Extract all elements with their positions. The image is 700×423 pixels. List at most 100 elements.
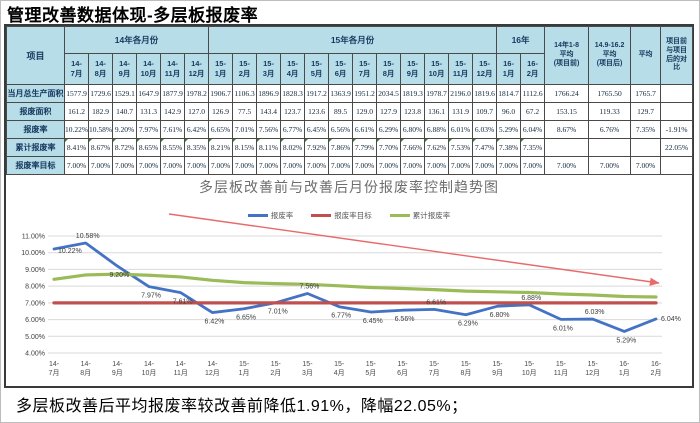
table-cell: 7.00%: [328, 156, 354, 175]
svg-text:15-6月: 15-6月: [397, 361, 408, 377]
row-label: 报废面积: [6, 102, 65, 121]
table-cell: 7.00%: [183, 156, 210, 175]
month-header: 15- 1月: [208, 53, 234, 85]
table-cell: 6.61%: [352, 120, 378, 139]
svg-text:15-11月: 15-11月: [554, 361, 568, 377]
table-cell: 126.9: [208, 102, 234, 121]
month-header: 15- 7月: [352, 53, 378, 85]
svg-text:15-1月: 15-1月: [239, 361, 250, 377]
svg-text:7.61%: 7.61%: [173, 299, 193, 306]
svg-text:6.45%: 6.45%: [363, 318, 383, 325]
svg-text:15-12月: 15-12月: [585, 361, 600, 377]
scrap-rate-table: 项目 14年各月份 15年各月份 16年 14年1-8 平均 (项目前) 14.9-16.…: [6, 26, 694, 175]
table-cell: 1647.9: [136, 84, 161, 103]
month-header: 16- 1月: [496, 53, 522, 85]
table-cell: 1363.9: [328, 84, 354, 103]
table-cell: 8.15%: [232, 138, 258, 157]
table-cell: 2034.5: [376, 84, 402, 103]
svg-text:15-8月: 15-8月: [460, 361, 471, 377]
table-cell: 7.86%: [328, 138, 354, 157]
svg-text:15-4月: 15-4月: [334, 361, 345, 377]
year-group-header: 14年各月份: [63, 26, 210, 54]
table-cell: 129.7: [630, 102, 662, 121]
table-cell: 182.9: [88, 102, 113, 121]
table-cell: 1828.3: [280, 84, 306, 103]
table-cell: 8.21%: [208, 138, 234, 157]
data-labels: 10.22% 10.58% 9.20% 7.97% 7.61% 6.42% 6.65% 7.0…: [58, 233, 681, 344]
svg-text:7.56%: 7.56%: [300, 283, 320, 290]
month-header: 15- 3月: [256, 53, 282, 85]
page-title: 管理改善数据体现-多层板报废率: [7, 6, 259, 25]
svg-text:9.20%: 9.20%: [109, 272, 129, 279]
svg-text:14-11月: 14-11月: [174, 361, 188, 377]
table-cell: 7.00%: [400, 156, 426, 175]
table-cell: 142.9: [160, 102, 185, 121]
month-header: 15- 9月: [400, 53, 426, 85]
svg-text:15-3月: 15-3月: [302, 361, 313, 377]
table-cell: 143.4: [256, 102, 282, 121]
table-cell: 109.7: [472, 102, 498, 121]
row-label: 当月总生产面积: [6, 84, 65, 103]
month-header: 15- 11月: [448, 53, 474, 85]
svg-text:14-12月: 14-12月: [205, 361, 220, 377]
table-cell: 7.35%: [630, 120, 662, 139]
table-cell: 7.92%: [304, 138, 330, 157]
table-cell: 7.70%: [376, 138, 402, 157]
legend-line-icon: [247, 214, 268, 217]
month-header: 15- 6月: [328, 53, 354, 85]
svg-text:15-9月: 15-9月: [492, 361, 503, 377]
svg-text:6.80%: 6.80%: [490, 312, 510, 319]
table-cell: 7.00%: [304, 156, 330, 175]
chart-legend: 报废率 报废率目标 累计报废率: [6, 210, 692, 221]
svg-text:15-7月: 15-7月: [429, 361, 440, 377]
table-cell: 7.00%: [520, 156, 546, 175]
table-cell: [660, 156, 694, 175]
table-cell: 7.01%: [232, 120, 258, 139]
table-cell: [588, 138, 632, 157]
month-header: 14- 11月: [160, 53, 185, 85]
table-cell: 8.41%: [64, 138, 89, 157]
svg-text:15-10月: 15-10月: [522, 361, 537, 377]
trend-chart: 4.00% 5.00% 6.00% 7.00% 8.00% 9.00% 10.00% 11.0…: [6, 170, 692, 386]
chart-title: 多层板改善前与改善后月份报废率控制趋势图: [199, 181, 499, 196]
table-cell: 1917.2: [304, 84, 330, 103]
table-cell: 1729.6: [88, 84, 113, 103]
year-group-header: 16年: [496, 26, 546, 54]
month-header: 14- 12月: [183, 53, 210, 85]
month-header: 15- 5月: [304, 53, 330, 85]
table-cell: 89.5: [328, 102, 354, 121]
table-cell: 6.01%: [448, 120, 474, 139]
table-cell: 7.00%: [232, 156, 258, 175]
table-cell: 7.38%: [496, 138, 522, 157]
table-cell: 1906.7: [208, 84, 234, 103]
table-cell: 7.00%: [256, 156, 282, 175]
table-cell: 6.29%: [376, 120, 402, 139]
year-group-header: 15年各月份: [208, 26, 498, 54]
summary-header: 项目前 与项目 后的对 比: [660, 26, 694, 85]
table-cell: -1.91%: [660, 120, 694, 139]
table-cell: 7.00%: [588, 156, 632, 175]
legend-item: 累计报废率: [389, 210, 450, 221]
svg-text:14-9月: 14-9月: [112, 361, 123, 377]
table-cell: 1814.7: [496, 84, 522, 103]
svg-text:16-1月: 16-1月: [619, 361, 630, 377]
svg-text:10.58%: 10.58%: [76, 233, 100, 240]
table-cell: 1978.2: [183, 84, 210, 103]
table-cell: 22.05%: [660, 138, 694, 157]
series-line-0: [52, 241, 658, 333]
report-panel: 项目 14年各月份 15年各月份 16年 14年1-8 平均 (项目前) 14.9-16.…: [4, 24, 694, 388]
x-axis-labels: 14-7月 14-8月 14-9月 14-10月 14-11月 14-12月 15-1月 15…: [49, 361, 662, 377]
table-cell: 6.76%: [588, 120, 632, 139]
table-cell: 7.00%: [64, 156, 89, 175]
svg-text:4.00%: 4.00%: [25, 351, 45, 358]
table-cell: 7.47%: [472, 138, 498, 157]
table-cell: 6.03%: [472, 120, 498, 139]
table-cell: 1896.9: [256, 84, 282, 103]
svg-text:7.01%: 7.01%: [268, 309, 288, 316]
table-cell: 8.35%: [183, 138, 210, 157]
table-cell: 123.6: [304, 102, 330, 121]
month-header: 14- 8月: [88, 53, 113, 85]
summary-header: 14年1-8 平均 (项目前): [544, 26, 590, 85]
legend-item: 报废率: [247, 210, 293, 221]
table-cell: 1978.7: [424, 84, 450, 103]
